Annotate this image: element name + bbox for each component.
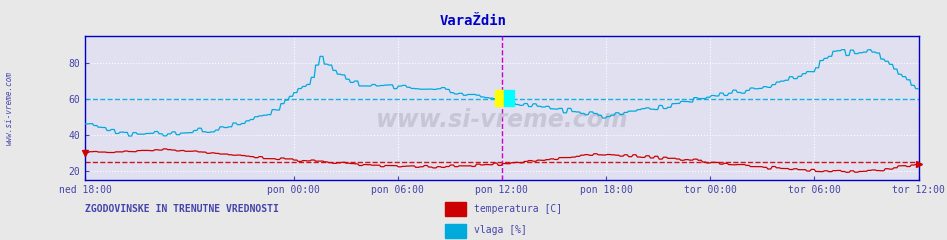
Text: www.si-vreme.com: www.si-vreme.com bbox=[5, 71, 14, 145]
Text: VaraŽdin: VaraŽdin bbox=[440, 14, 507, 28]
Text: temperatura [C]: temperatura [C] bbox=[474, 204, 562, 214]
Text: www.si-vreme.com: www.si-vreme.com bbox=[376, 108, 628, 132]
Bar bbox=[495, 90, 506, 106]
Bar bbox=[445, 202, 466, 216]
Text: vlaga [%]: vlaga [%] bbox=[474, 226, 527, 235]
Bar bbox=[505, 90, 514, 106]
Bar bbox=[445, 224, 466, 238]
Text: ZGODOVINSKE IN TRENUTNE VREDNOSTI: ZGODOVINSKE IN TRENUTNE VREDNOSTI bbox=[85, 204, 279, 214]
